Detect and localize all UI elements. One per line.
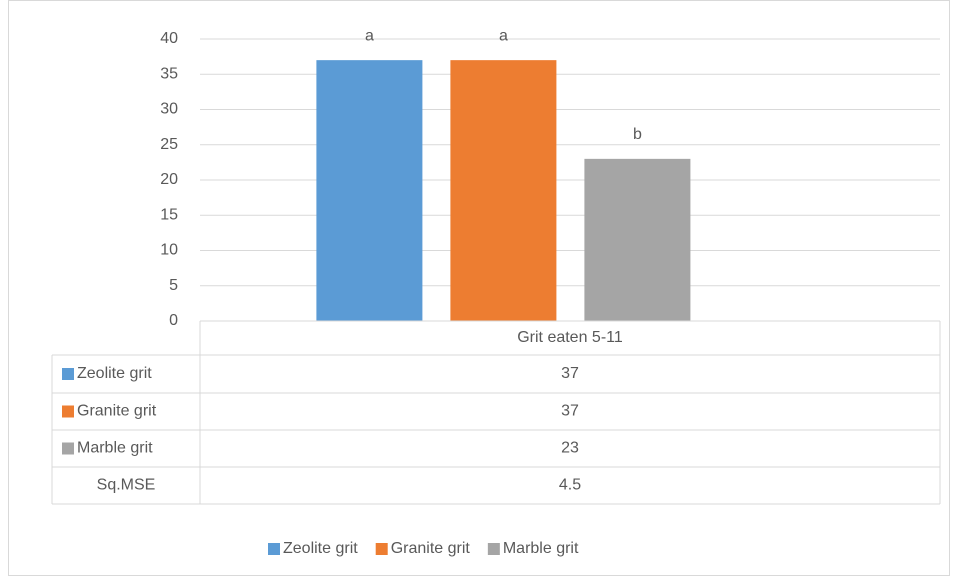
table-cell: 23 [561, 440, 579, 457]
y-tick-label: 15 [160, 206, 178, 223]
table-cell: 37 [561, 365, 579, 382]
table-legend-key [62, 442, 74, 455]
y-tick-label: 25 [160, 136, 178, 153]
legend-key [487, 543, 500, 555]
y-tick-label: 0 [169, 312, 178, 329]
table-row-name: Marble grit [77, 440, 153, 457]
bar-letter: a [499, 27, 508, 44]
bar [450, 60, 557, 322]
table-cell: 4.5 [559, 477, 581, 494]
bar [316, 60, 423, 322]
legend-label: Granite grit [391, 540, 471, 557]
table-row-name: Zeolite grit [77, 365, 152, 382]
x-tick-label: Grit eaten 5-11 [517, 329, 623, 346]
y-tick-label: 5 [169, 277, 178, 294]
bar [584, 158, 691, 321]
bar-letter: a [365, 27, 374, 44]
legend-label: Zeolite grit [283, 540, 358, 557]
table-row-name: Sq.MSE [97, 477, 156, 494]
table-cell: 37 [561, 403, 579, 420]
bar-letter: b [633, 126, 642, 143]
y-tick-label: 40 [160, 30, 178, 47]
table-legend-key [62, 405, 74, 418]
y-tick-label: 35 [160, 65, 178, 82]
y-tick-label: 30 [160, 101, 178, 118]
y-tick-label: 20 [160, 171, 178, 188]
table-legend-key [62, 368, 74, 380]
y-tick-label: 10 [160, 242, 178, 259]
legend-label: Marble grit [503, 540, 579, 557]
table-row-name: Granite grit [77, 403, 157, 420]
legend-key [375, 543, 388, 555]
legend-key [268, 543, 280, 555]
